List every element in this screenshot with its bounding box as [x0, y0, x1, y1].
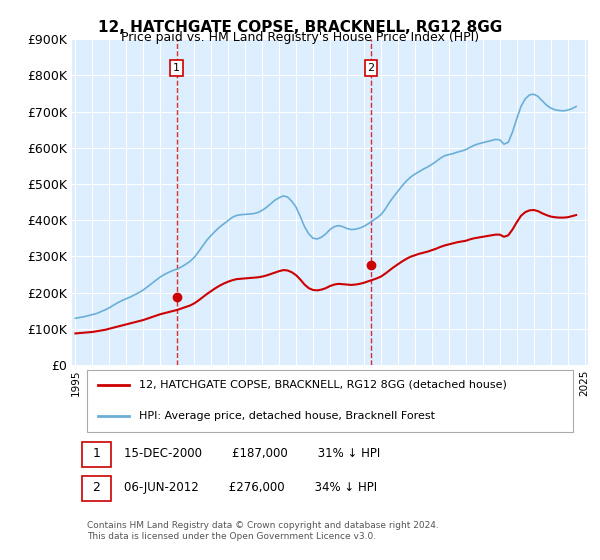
Text: 12, HATCHGATE COPSE, BRACKNELL, RG12 8GG (detached house): 12, HATCHGATE COPSE, BRACKNELL, RG12 8GG… — [139, 380, 507, 390]
Text: 2: 2 — [92, 482, 100, 494]
Text: 12, HATCHGATE COPSE, BRACKNELL, RG12 8GG: 12, HATCHGATE COPSE, BRACKNELL, RG12 8GG — [98, 20, 502, 35]
Text: Price paid vs. HM Land Registry's House Price Index (HPI): Price paid vs. HM Land Registry's House … — [121, 31, 479, 44]
FancyBboxPatch shape — [88, 370, 572, 432]
Text: 1: 1 — [173, 63, 180, 73]
Text: 15-DEC-2000        £187,000        31% ↓ HPI: 15-DEC-2000 £187,000 31% ↓ HPI — [124, 447, 380, 460]
Text: HPI: Average price, detached house, Bracknell Forest: HPI: Average price, detached house, Brac… — [139, 411, 435, 421]
Text: 1: 1 — [92, 447, 100, 460]
Text: 06-JUN-2012        £276,000        34% ↓ HPI: 06-JUN-2012 £276,000 34% ↓ HPI — [124, 482, 377, 494]
Text: Contains HM Land Registry data © Crown copyright and database right 2024.
This d: Contains HM Land Registry data © Crown c… — [88, 521, 439, 540]
FancyBboxPatch shape — [82, 442, 110, 466]
FancyBboxPatch shape — [82, 476, 110, 501]
Text: 2: 2 — [368, 63, 374, 73]
